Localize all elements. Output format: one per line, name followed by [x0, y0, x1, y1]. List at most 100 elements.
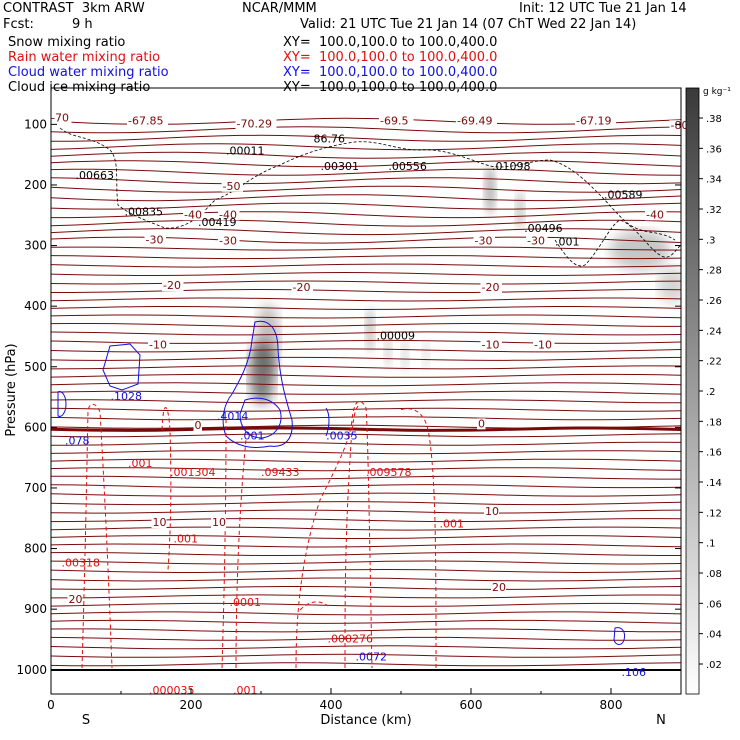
colorbar-tick-label: .36: [706, 144, 722, 155]
isotherm-line: [51, 126, 681, 134]
isotherm-label-bg: [50, 112, 72, 124]
isotherm-label: -40: [184, 208, 202, 221]
isotherm-label: -10: [482, 339, 500, 352]
maximum-value-label: .000276: [328, 632, 374, 645]
isotherm-label-bg: [67, 594, 83, 606]
isotherm-line: [51, 594, 681, 599]
freezing-level-line: [51, 426, 681, 432]
isotherm-line: [51, 331, 681, 336]
isotherm-line: [51, 475, 681, 480]
field-snow-name: Snow mixing ratio: [8, 35, 126, 50]
x-tick-label: 800: [600, 698, 623, 712]
maximum-value-label: .00556: [388, 160, 427, 173]
cloud-water-contour-6: [325, 407, 330, 437]
isotherm-label: -10: [534, 339, 552, 352]
isotherm-line: [51, 168, 681, 176]
y-tick-label: 900: [24, 602, 47, 616]
colorbar-unit: g kg⁻¹: [703, 87, 731, 97]
maximum-value-label: .01098: [492, 160, 531, 173]
x-axis-label: Distance (km): [320, 713, 411, 728]
isotherm-label-bg: [218, 209, 240, 221]
fcst-label: Fcst:: [3, 17, 34, 32]
isotherm-line: [51, 219, 681, 227]
isotherm-line: [51, 602, 681, 607]
maximum-value-label: .001: [440, 517, 465, 530]
isotherm-line: [51, 577, 681, 582]
isotherm-label-bg: [484, 506, 499, 518]
snow-shading: [249, 166, 681, 404]
isotherm-label: 20: [492, 581, 506, 594]
colorbar-scale: [685, 87, 700, 695]
colorbar-tick-label: .32: [706, 205, 722, 216]
isotherm-line: [51, 645, 681, 650]
isotherm-line: [51, 535, 681, 539]
cloud-water-contour-4: [57, 391, 67, 417]
isotherm-line: [51, 202, 681, 210]
rain-water-contours: [81, 400, 437, 669]
y-tick-label: 800: [24, 542, 47, 556]
isotherm-label-bg: [473, 235, 495, 247]
isotherm-line: [51, 390, 681, 395]
isotherm-line: [51, 365, 681, 370]
y-tick-label: 300: [24, 239, 47, 253]
isotherm-label: -67.19: [576, 114, 611, 127]
isotherm-line: [51, 280, 681, 285]
isotherm-label-bg: [148, 339, 170, 351]
y-tick-label: 500: [24, 360, 47, 374]
y-axis-label: Pressure (hPa): [4, 343, 19, 436]
isotherm-label-bg: [480, 339, 502, 351]
colorbar-tick-label: .24: [706, 326, 722, 337]
isotherm-label: -40: [646, 208, 664, 221]
isotherm-labels: -70 -67.85 -70.29 -69.5 -69.49 -67.19 -80 -50 -4…: [50, 111, 691, 606]
maximum-value-label: .00589: [604, 188, 643, 201]
maximum-value-label: .009578: [366, 466, 412, 479]
isotherm-line: [51, 662, 681, 667]
colorbar-tick-label: .38: [706, 114, 722, 125]
colorbar-tick-label: .1: [706, 539, 716, 550]
colorbar-tick-label: .04: [706, 630, 722, 641]
isotherm-line: [51, 306, 681, 311]
x-end-label-north: N: [656, 713, 666, 728]
y-tick-label: 200: [24, 178, 47, 192]
maximum-value-label: .0001: [230, 596, 262, 609]
isotherm-label: -30: [475, 234, 493, 247]
isotherm-label: 10: [485, 505, 499, 518]
colorbar-tick-label: .2: [706, 387, 716, 398]
isotherm-label-bg: [526, 235, 548, 247]
isotherm-label-bg: [491, 581, 506, 593]
isotherm-line: [51, 441, 681, 446]
isotherm-label-bg: [144, 234, 166, 246]
colorbar-tick-label: .06: [706, 599, 722, 610]
isotherm-line: [51, 143, 681, 151]
isotherm-line: [51, 288, 681, 293]
isotherm-label-bg: [456, 115, 497, 127]
x-tick-label: 600: [460, 698, 483, 712]
isotherm-line: [51, 458, 681, 463]
isotherm-label-bg: [533, 339, 555, 351]
isotherm-lines: [51, 117, 681, 667]
colorbar-tick-label: .14: [706, 478, 722, 489]
maximum-value-label: .00009: [377, 329, 416, 342]
field-rain-name: Rain water mixing ratio: [8, 50, 161, 65]
isotherm-label: -67.85: [128, 114, 163, 127]
maximum-value-label: .0072: [356, 651, 388, 664]
y-tick-label: 100: [24, 117, 47, 131]
isotherm-label: 0: [195, 419, 202, 432]
isotherm-line: [51, 373, 681, 378]
field-rain-xy: XY= 100.0,100.0 to 100.0,400.0: [283, 50, 498, 65]
isotherm-label-bg: [183, 209, 205, 221]
isotherm-line: [51, 619, 681, 624]
cloud-water-contour: [102, 343, 141, 391]
isotherm-label: -10: [149, 339, 167, 352]
isotherm-label: -20: [482, 281, 500, 294]
model-title: CONTRAST 3km ARW: [3, 1, 145, 16]
isotherm-line: [51, 543, 681, 548]
isotherm-line: [51, 356, 681, 361]
isotherm-line: [51, 194, 681, 202]
isotherm-label: 10: [212, 516, 226, 529]
maximum-value-label: .001: [240, 429, 265, 442]
isotherm-line: [51, 297, 681, 302]
maximum-value-label: .00318: [62, 557, 101, 570]
isotherm-line: [51, 509, 681, 514]
